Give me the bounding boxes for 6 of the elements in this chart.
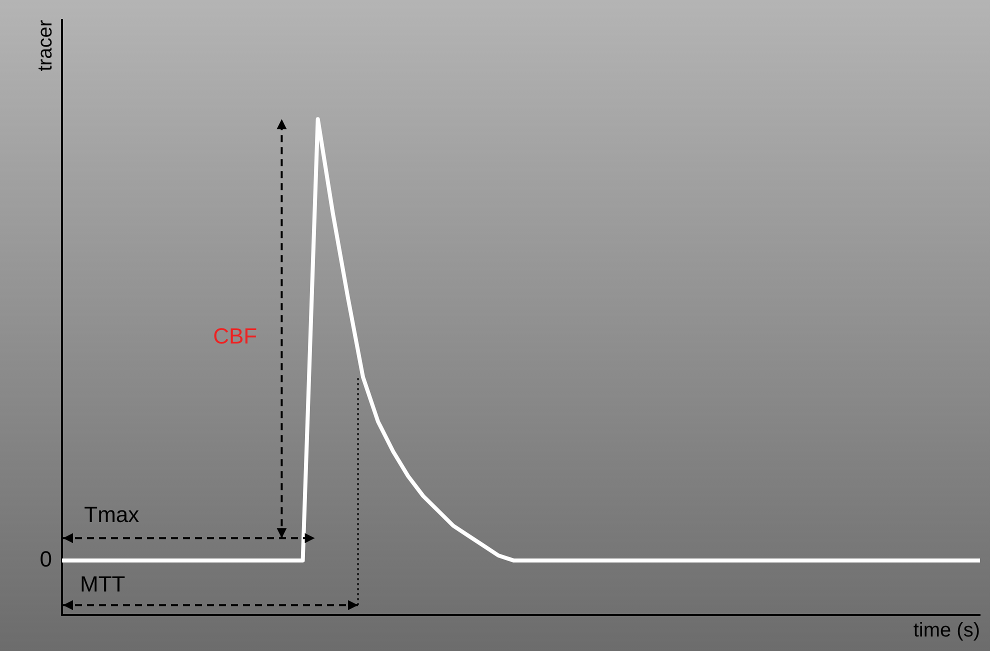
x-axis-title: time (s) [913,620,980,642]
text: 0 [40,546,52,572]
annotation: MTT [80,571,126,596]
annotation: Tmax [84,502,140,527]
y-axis-title: tracer [34,20,57,72]
annotation: CBF [213,323,258,348]
